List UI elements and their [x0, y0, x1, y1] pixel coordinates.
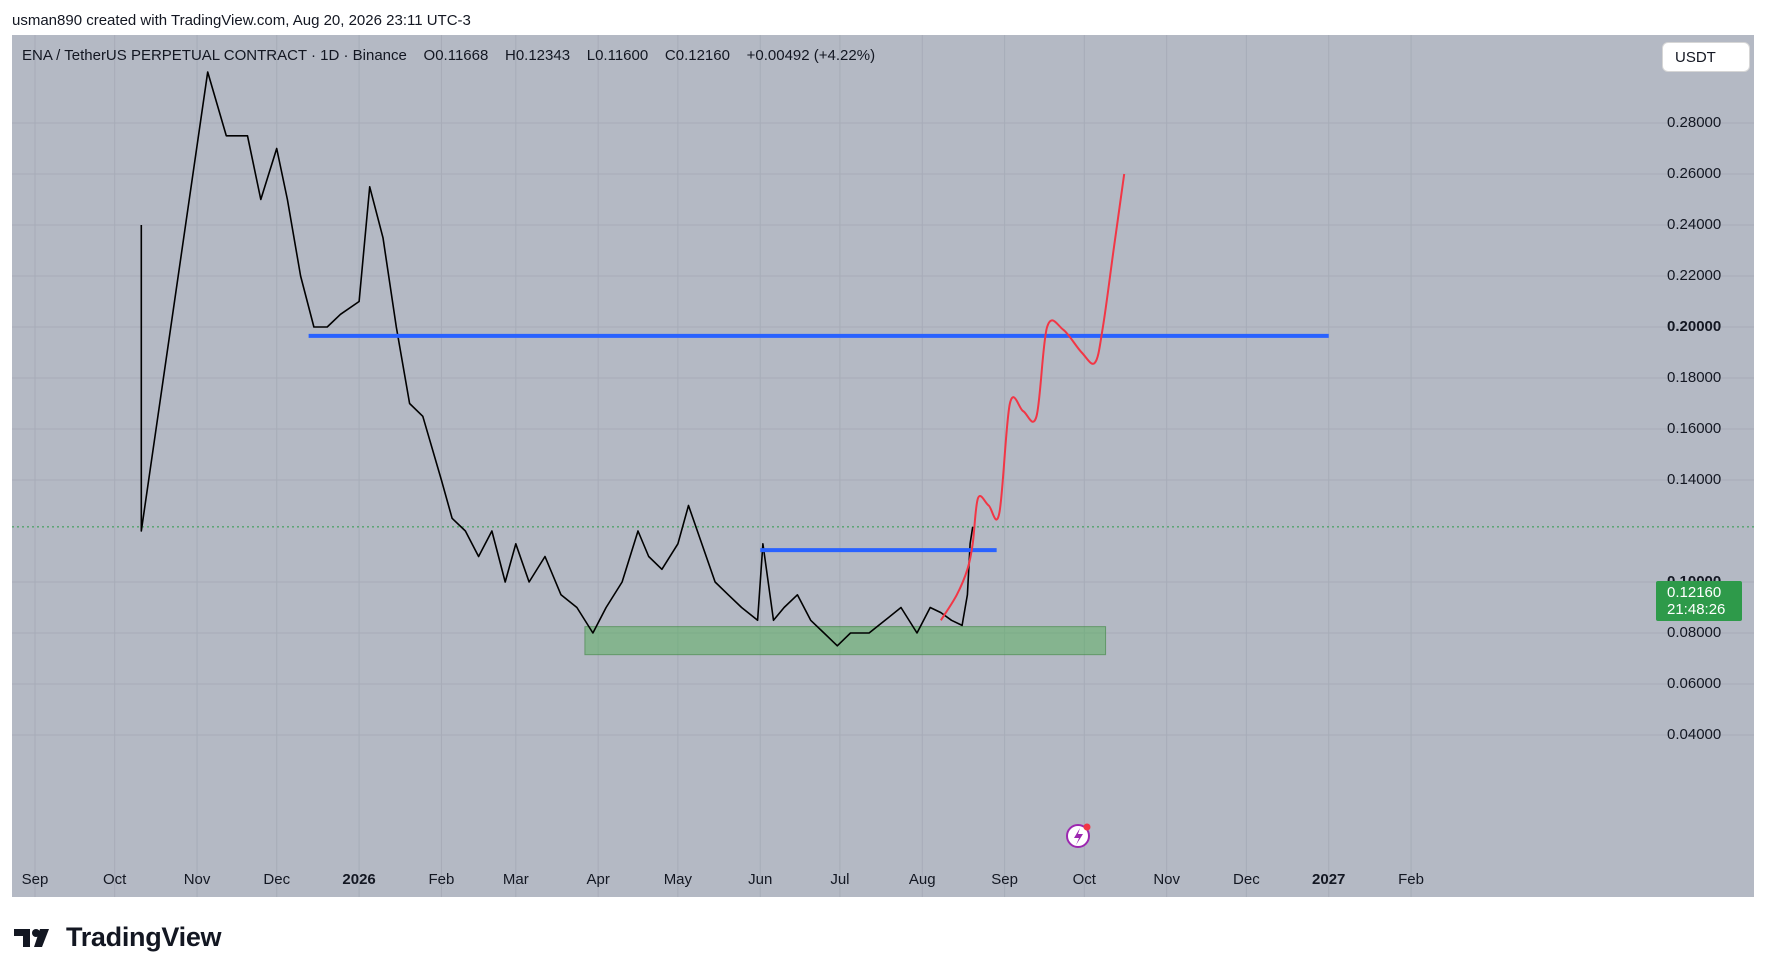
- price-line: [140, 71, 974, 647]
- y-tick-label: 0.20000: [1667, 318, 1722, 335]
- tradingview-logo[interactable]: TradingView: [14, 922, 222, 953]
- bar-countdown: 21:48:26: [1667, 601, 1726, 618]
- y-tick-label: 0.08000: [1667, 624, 1722, 641]
- x-tick-label: Feb: [1398, 871, 1424, 888]
- x-tick-label: Oct: [103, 871, 127, 888]
- price-chart[interactable]: [12, 35, 1754, 897]
- low-value: L0.11600: [586, 47, 649, 64]
- x-tick-label: 2026: [342, 871, 376, 888]
- y-tick-label: 0.22000: [1667, 267, 1722, 284]
- chart-background: [12, 35, 1754, 897]
- last-price-tag: 0.12160 21:48:26: [1656, 581, 1742, 621]
- chart-area[interactable]: [12, 35, 1754, 897]
- x-tick-label: May: [663, 871, 693, 888]
- x-tick-label: Mar: [502, 871, 529, 888]
- y-tick-label: 0.16000: [1667, 420, 1722, 437]
- x-tick-label: Nov: [1153, 871, 1180, 888]
- tradingview-logo-icon: [14, 928, 49, 947]
- change-value: +0.00492 (+4.22%): [746, 47, 876, 64]
- replay-icon[interactable]: [1066, 823, 1091, 848]
- projection-line: [940, 173, 1126, 621]
- y-tick-label: 0.18000: [1667, 369, 1722, 386]
- x-tick-label: Jul: [830, 871, 850, 888]
- x-tick-label: Dec: [1233, 871, 1260, 888]
- support-zone-rect: [584, 626, 1107, 656]
- y-tick-label: 0.04000: [1667, 726, 1722, 743]
- y-tick-label: 0.26000: [1667, 165, 1722, 182]
- x-tick-label: Sep: [21, 871, 49, 888]
- x-tick-label: Feb: [428, 871, 455, 888]
- tradingview-brand: TradingView: [66, 922, 222, 952]
- open-value: O0.11668: [423, 47, 489, 64]
- support-zone[interactable]: [584, 626, 1107, 656]
- level-lines[interactable]: [308, 333, 1329, 553]
- x-tick-label: 2027: [1312, 871, 1346, 888]
- close-value: C0.12160: [664, 47, 730, 64]
- x-tick-label: Jun: [748, 871, 773, 888]
- currency-label: USDT: [1675, 48, 1716, 66]
- x-tick-label: Nov: [183, 871, 211, 888]
- x-tick-label: Sep: [991, 871, 1018, 888]
- projection-path[interactable]: [940, 173, 1126, 621]
- x-tick-label: Oct: [1072, 871, 1096, 888]
- y-tick-label: 0.14000: [1667, 471, 1722, 488]
- last-price-value: 0.12160: [1667, 584, 1722, 601]
- symbol-title[interactable]: ENA / TetherUS PERPETUAL CONTRACT · 1D ·…: [22, 47, 407, 64]
- chart-caption: usman890 created with TradingView.com, A…: [12, 12, 471, 29]
- y-tick-label: 0.24000: [1667, 216, 1722, 233]
- price-series: [140, 71, 974, 647]
- y-tick-label: 0.28000: [1667, 114, 1722, 131]
- high-value: H0.12343: [505, 47, 571, 64]
- currency-button[interactable]: USDT: [1662, 42, 1750, 72]
- symbol-header: ENA / TetherUS PERPETUAL CONTRACT · 1D ·…: [22, 47, 875, 64]
- x-tick-label: Aug: [908, 871, 936, 888]
- x-tick-label: Apr: [586, 871, 610, 888]
- x-tick-label: Dec: [263, 871, 291, 888]
- y-tick-label: 0.06000: [1667, 675, 1722, 692]
